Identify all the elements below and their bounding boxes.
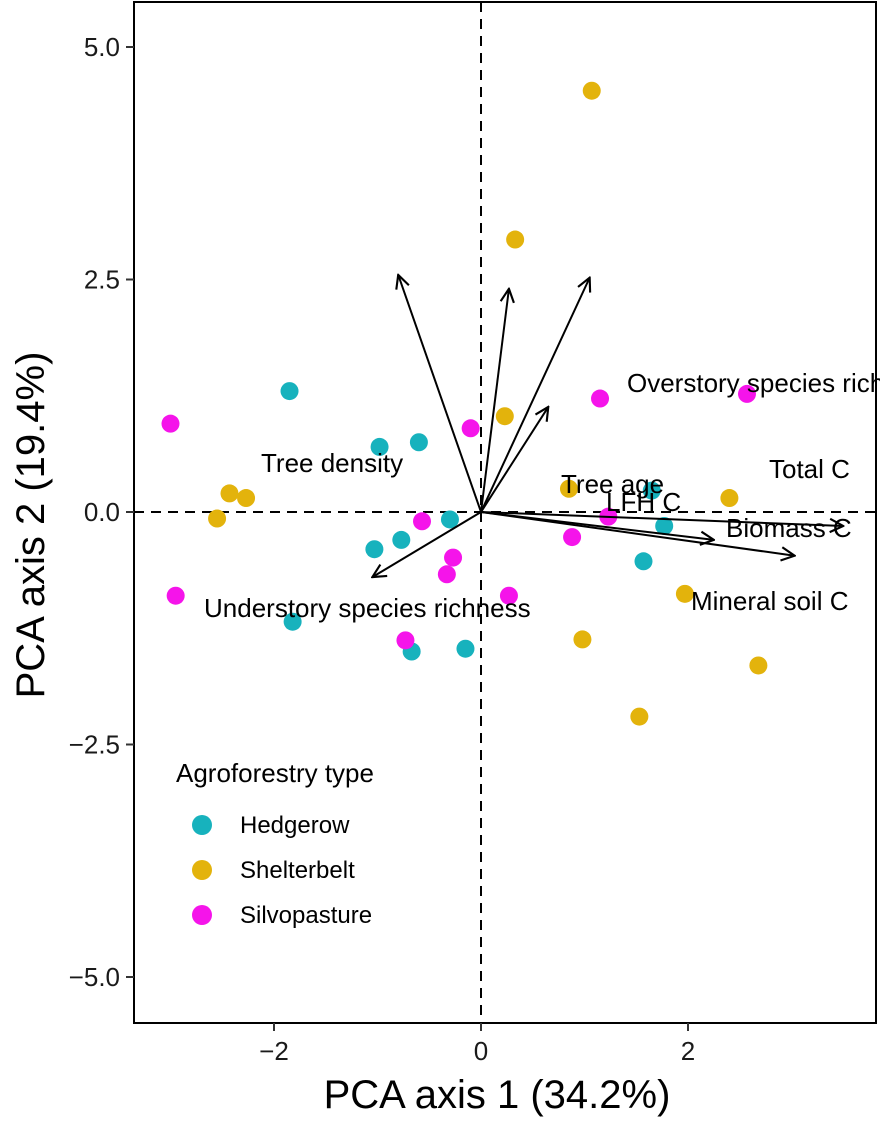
point-shelterbelt [237,489,256,508]
loading-arrow-mineral-soil-c [480,511,795,556]
point-shelterbelt [749,656,768,675]
y-tick-label: −2.5 [69,730,120,760]
legend: Agroforestry type Hedgerow Shelterbelt Sil… [176,758,374,929]
y-tick-label: 5.0 [84,32,120,62]
loading-arrow-tree-age [480,407,548,513]
y-axis-title: PCA axis 2 (19.4%) [9,352,53,699]
point-hedgerow [370,437,389,456]
point-shelterbelt [559,479,578,498]
loading-arrow-understory-species-richness [372,511,482,577]
x-axis-title: PCA axis 1 (34.2%) [324,1073,671,1117]
legend-label-shelterbelt: Shelterbelt [240,857,355,884]
point-shelterbelt [720,489,739,508]
loading-arrow-total-c [480,511,843,526]
point-silvopasture [737,384,756,403]
point-hedgerow [456,639,475,658]
loading-label-overstory-species-richness: Overstory species richness [627,368,880,398]
point-hedgerow [280,382,299,401]
point-hedgerow [642,481,661,500]
point-silvopasture [591,389,610,408]
point-hedgerow [392,530,411,549]
legend-label-silvopasture: Silvopasture [240,902,372,929]
point-silvopasture [437,565,456,584]
point-shelterbelt [573,630,592,649]
loading-arrow-overstory-species-richness [480,289,509,513]
loading-label-total-c: Total C [769,454,850,484]
loading-label-tree-density: Tree density [261,448,403,478]
x-tick-label: 0 [474,1036,488,1066]
y-tick-label: −5.0 [69,962,120,992]
point-shelterbelt [506,230,525,249]
point-hedgerow [409,433,428,452]
point-silvopasture [499,586,518,605]
point-hedgerow [440,510,459,529]
point-hedgerow [655,516,674,535]
point-shelterbelt [495,407,514,426]
y-tick-label: 0.0 [84,497,120,527]
point-silvopasture [461,419,480,438]
point-shelterbelt [675,584,694,603]
point-hedgerow [634,552,653,571]
legend-key-hedgerow [192,815,212,835]
point-shelterbelt [220,484,239,503]
loading-arrow-lfh-c [480,278,590,513]
legend-key-silvopasture [192,905,212,925]
y-tick-label: 2.5 [84,265,120,295]
loading-label-tree-age: Tree age [561,469,664,499]
point-silvopasture [161,414,180,433]
loading-label-mineral-soil-c: Mineral soil C [691,586,849,616]
point-silvopasture [444,548,463,567]
point-silvopasture [396,631,415,650]
point-hedgerow [365,540,384,559]
point-shelterbelt [630,707,649,726]
point-silvopasture [413,512,432,531]
loading-arrow-tree-density [398,275,482,513]
point-hedgerow [283,612,302,631]
legend-label-hedgerow: Hedgerow [240,812,350,839]
point-shelterbelt [208,509,227,528]
x-tick-label: 2 [681,1036,695,1066]
point-silvopasture [563,528,582,547]
point-shelterbelt [582,81,601,100]
loading-label-biomass-c: Biomass C [726,513,852,543]
loading-label-understory-species-richness: Understory species richness [204,593,531,623]
x-tick-label: −2 [259,1036,289,1066]
loading-label-lfh-c: LFH C [606,487,681,517]
legend-key-shelterbelt [192,860,212,880]
point-silvopasture [166,586,185,605]
legend-title: Agroforestry type [176,758,374,788]
